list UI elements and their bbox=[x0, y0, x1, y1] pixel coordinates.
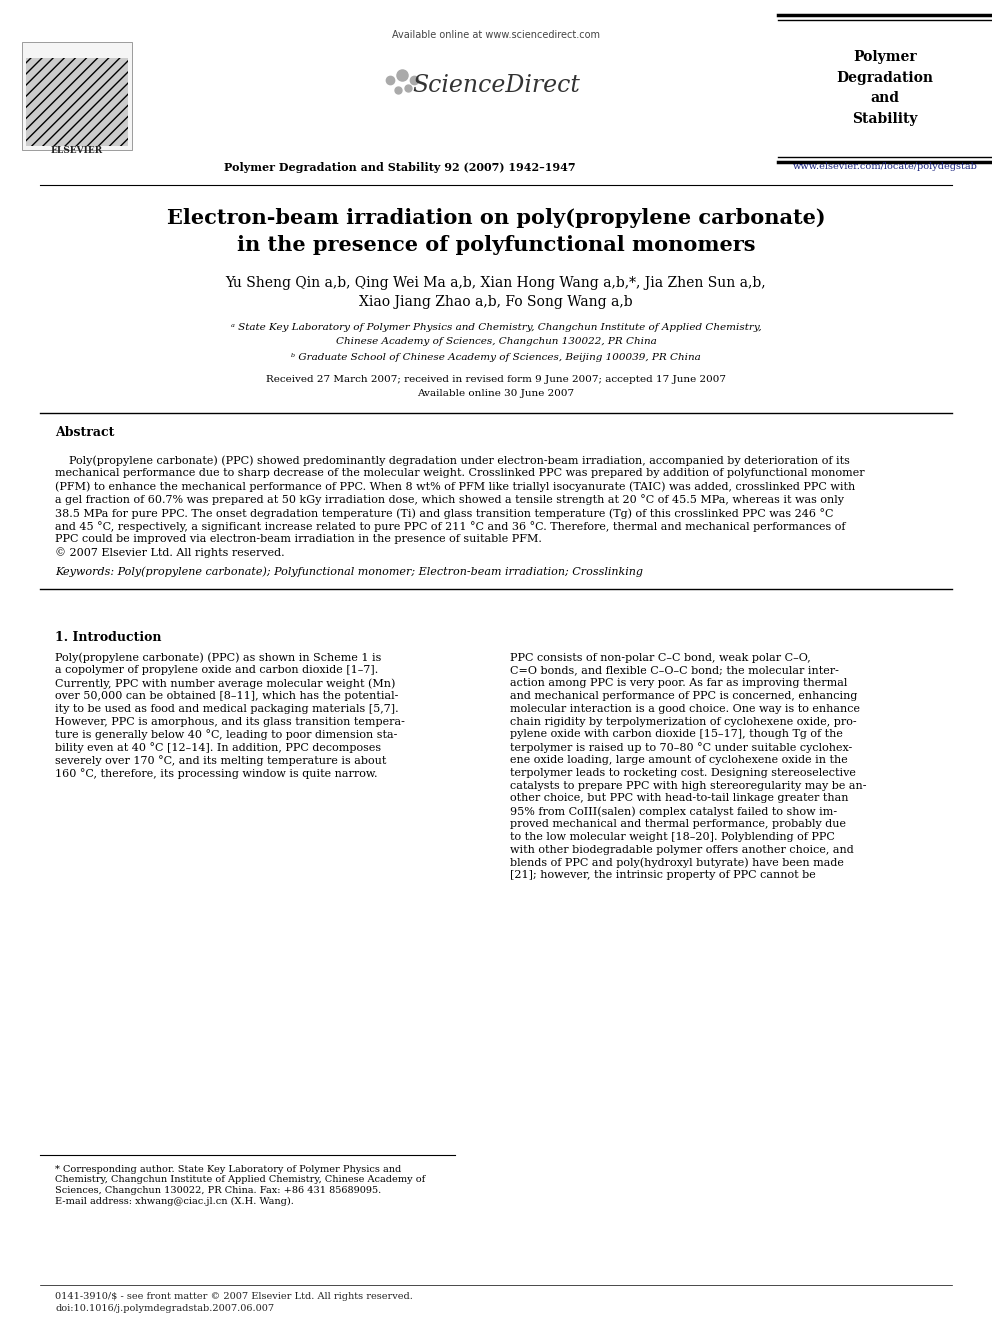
Text: Available online at www.sciencedirect.com: Available online at www.sciencedirect.co… bbox=[392, 30, 600, 40]
Text: catalysts to prepare PPC with high stereoregularity may be an-: catalysts to prepare PPC with high stere… bbox=[510, 781, 866, 791]
Text: ture is generally below 40 °C, leading to poor dimension sta-: ture is generally below 40 °C, leading t… bbox=[55, 729, 398, 741]
Text: ᵃ State Key Laboratory of Polymer Physics and Chemistry, Changchun Institute of : ᵃ State Key Laboratory of Polymer Physic… bbox=[231, 324, 761, 332]
Text: a gel fraction of 60.7% was prepared at 50 kGy irradiation dose, which showed a : a gel fraction of 60.7% was prepared at … bbox=[55, 495, 844, 505]
Text: 0141-3910/$ - see front matter © 2007 Elsevier Ltd. All rights reserved.: 0141-3910/$ - see front matter © 2007 El… bbox=[55, 1293, 413, 1301]
Text: © 2007 Elsevier Ltd. All rights reserved.: © 2007 Elsevier Ltd. All rights reserved… bbox=[55, 548, 285, 558]
Text: (PFM) to enhance the mechanical performance of PPC. When 8 wt% of PFM like trial: (PFM) to enhance the mechanical performa… bbox=[55, 482, 855, 492]
Text: * Corresponding author. State Key Laboratory of Polymer Physics and: * Corresponding author. State Key Labora… bbox=[55, 1166, 401, 1174]
Text: to the low molecular weight [18–20]. Polyblending of PPC: to the low molecular weight [18–20]. Pol… bbox=[510, 832, 835, 841]
Text: chain rigidity by terpolymerization of cyclohexene oxide, pro-: chain rigidity by terpolymerization of c… bbox=[510, 717, 857, 726]
Text: Sciences, Changchun 130022, PR China. Fax: +86 431 85689095.: Sciences, Changchun 130022, PR China. Fa… bbox=[55, 1185, 381, 1195]
Bar bbox=[22, 42, 132, 149]
Text: terpolymer is raised up to 70–80 °C under suitable cyclohex-: terpolymer is raised up to 70–80 °C unde… bbox=[510, 742, 852, 753]
Text: ᵇ Graduate School of Chinese Academy of Sciences, Beijing 100039, PR China: ᵇ Graduate School of Chinese Academy of … bbox=[291, 352, 701, 361]
Text: PPC could be improved via electron-beam irradiation in the presence of suitable : PPC could be improved via electron-beam … bbox=[55, 534, 542, 544]
Text: 95% from CoIII(salen) complex catalyst failed to show im-: 95% from CoIII(salen) complex catalyst f… bbox=[510, 806, 837, 816]
Text: proved mechanical and thermal performance, probably due: proved mechanical and thermal performanc… bbox=[510, 819, 846, 830]
Text: Poly(propylene carbonate) (PPC) as shown in Scheme 1 is: Poly(propylene carbonate) (PPC) as shown… bbox=[55, 652, 381, 663]
Bar bbox=[26, 58, 128, 146]
Text: Available online 30 June 2007: Available online 30 June 2007 bbox=[418, 389, 574, 397]
Text: However, PPC is amorphous, and its glass transition tempera-: However, PPC is amorphous, and its glass… bbox=[55, 717, 405, 726]
Text: and mechanical performance of PPC is concerned, enhancing: and mechanical performance of PPC is con… bbox=[510, 691, 857, 701]
Text: in the presence of polyfunctional monomers: in the presence of polyfunctional monome… bbox=[237, 235, 755, 255]
Text: doi:10.1016/j.polymdegradstab.2007.06.007: doi:10.1016/j.polymdegradstab.2007.06.00… bbox=[55, 1304, 274, 1312]
Text: C=O bonds, and flexible C–O–C bond; the molecular inter-: C=O bonds, and flexible C–O–C bond; the … bbox=[510, 665, 839, 676]
Text: Yu Sheng Qin a,b, Qing Wei Ma a,b, Xian Hong Wang a,b,*, Jia Zhen Sun a,b,: Yu Sheng Qin a,b, Qing Wei Ma a,b, Xian … bbox=[226, 277, 766, 290]
Text: other choice, but PPC with head-to-tail linkage greater than: other choice, but PPC with head-to-tail … bbox=[510, 794, 848, 803]
Text: with other biodegradable polymer offers another choice, and: with other biodegradable polymer offers … bbox=[510, 844, 854, 855]
Text: Poly(propylene carbonate) (PPC) showed predominantly degradation under electron-: Poly(propylene carbonate) (PPC) showed p… bbox=[55, 455, 850, 466]
Text: ELSEVIER: ELSEVIER bbox=[51, 146, 103, 155]
Text: Received 27 March 2007; received in revised form 9 June 2007; accepted 17 June 2: Received 27 March 2007; received in revi… bbox=[266, 374, 726, 384]
Text: Chinese Academy of Sciences, Changchun 130022, PR China: Chinese Academy of Sciences, Changchun 1… bbox=[335, 337, 657, 347]
Text: action among PPC is very poor. As far as improving thermal: action among PPC is very poor. As far as… bbox=[510, 679, 847, 688]
Text: and 45 °C, respectively, a significant increase related to pure PPC of 211 °C an: and 45 °C, respectively, a significant i… bbox=[55, 521, 845, 532]
Text: Currently, PPC with number average molecular weight (Mn): Currently, PPC with number average molec… bbox=[55, 679, 396, 689]
Text: Polymer Degradation and Stability 92 (2007) 1942–1947: Polymer Degradation and Stability 92 (20… bbox=[224, 161, 575, 173]
Text: bility even at 40 °C [12–14]. In addition, PPC decomposes: bility even at 40 °C [12–14]. In additio… bbox=[55, 742, 381, 753]
Text: Polymer
Degradation
and
Stability: Polymer Degradation and Stability bbox=[836, 50, 933, 126]
Text: ScienceDirect: ScienceDirect bbox=[412, 74, 580, 97]
Text: terpolymer leads to rocketing cost. Designing stereoselective: terpolymer leads to rocketing cost. Desi… bbox=[510, 767, 856, 778]
Text: E-mail address: xhwang@ciac.jl.cn (X.H. Wang).: E-mail address: xhwang@ciac.jl.cn (X.H. … bbox=[55, 1196, 294, 1205]
Text: 38.5 MPa for pure PPC. The onset degradation temperature (Ti) and glass transiti: 38.5 MPa for pure PPC. The onset degrada… bbox=[55, 508, 833, 519]
Text: molecular interaction is a good choice. One way is to enhance: molecular interaction is a good choice. … bbox=[510, 704, 860, 714]
Text: PPC consists of non-polar C–C bond, weak polar C–O,: PPC consists of non-polar C–C bond, weak… bbox=[510, 652, 810, 663]
Text: Keywords: Poly(propylene carbonate); Polyfunctional monomer; Electron-beam irrad: Keywords: Poly(propylene carbonate); Pol… bbox=[55, 566, 643, 577]
Text: a copolymer of propylene oxide and carbon dioxide [1–7].: a copolymer of propylene oxide and carbo… bbox=[55, 665, 378, 676]
Text: ene oxide loading, large amount of cyclohexene oxide in the: ene oxide loading, large amount of cyclo… bbox=[510, 755, 848, 765]
Text: over 50,000 can be obtained [8–11], which has the potential-: over 50,000 can be obtained [8–11], whic… bbox=[55, 691, 399, 701]
Text: severely over 170 °C, and its melting temperature is about: severely over 170 °C, and its melting te… bbox=[55, 755, 386, 766]
Text: mechanical performance due to sharp decrease of the molecular weight. Crosslinke: mechanical performance due to sharp decr… bbox=[55, 468, 865, 478]
Text: [21]; however, the intrinsic property of PPC cannot be: [21]; however, the intrinsic property of… bbox=[510, 871, 815, 880]
Text: pylene oxide with carbon dioxide [15–17], though Tg of the: pylene oxide with carbon dioxide [15–17]… bbox=[510, 729, 843, 740]
Text: blends of PPC and poly(hydroxyl butyrate) have been made: blends of PPC and poly(hydroxyl butyrate… bbox=[510, 857, 844, 868]
Text: www.elsevier.com/locate/polydegstab: www.elsevier.com/locate/polydegstab bbox=[793, 161, 977, 171]
Text: 160 °C, therefore, its processing window is quite narrow.: 160 °C, therefore, its processing window… bbox=[55, 767, 378, 779]
Text: Electron-beam irradiation on poly(propylene carbonate): Electron-beam irradiation on poly(propyl… bbox=[167, 208, 825, 228]
Text: 1. Introduction: 1. Introduction bbox=[55, 631, 162, 643]
Text: ity to be used as food and medical packaging materials [5,7].: ity to be used as food and medical packa… bbox=[55, 704, 399, 714]
Text: Abstract: Abstract bbox=[55, 426, 114, 438]
Text: Chemistry, Changchun Institute of Applied Chemistry, Chinese Academy of: Chemistry, Changchun Institute of Applie… bbox=[55, 1176, 426, 1184]
Text: Xiao Jiang Zhao a,b, Fo Song Wang a,b: Xiao Jiang Zhao a,b, Fo Song Wang a,b bbox=[359, 295, 633, 310]
